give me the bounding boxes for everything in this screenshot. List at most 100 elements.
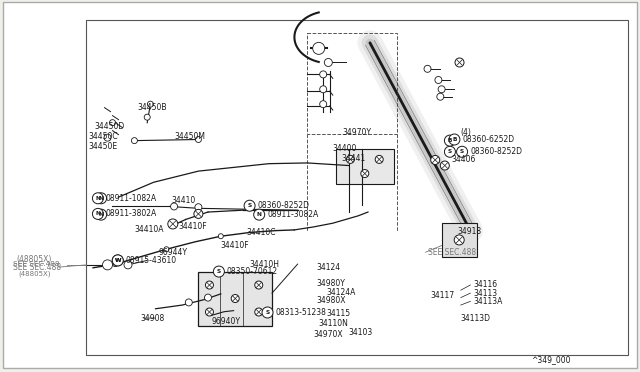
Circle shape [95, 193, 107, 204]
Circle shape [205, 281, 214, 289]
Text: 34113A: 34113A [474, 297, 503, 306]
Circle shape [213, 266, 225, 277]
Text: 34117: 34117 [430, 291, 454, 300]
Text: 34103: 34103 [349, 328, 373, 337]
Text: 34970Y: 34970Y [342, 128, 371, 137]
Text: 08915-43610: 08915-43610 [125, 256, 177, 265]
Circle shape [104, 134, 111, 141]
Circle shape [320, 101, 326, 108]
Text: B: B [448, 138, 452, 143]
Text: 34115: 34115 [326, 309, 351, 318]
Circle shape [244, 200, 255, 211]
Text: 08911-3802A: 08911-3802A [106, 209, 157, 218]
Text: 34124: 34124 [317, 263, 341, 272]
Circle shape [92, 208, 104, 219]
Circle shape [431, 155, 440, 164]
Text: 34406: 34406 [451, 155, 476, 164]
Circle shape [324, 58, 332, 67]
Text: 34450D: 34450D [95, 122, 125, 131]
Text: S: S [248, 203, 252, 208]
Circle shape [253, 209, 265, 220]
Text: S: S [217, 269, 221, 274]
Circle shape [361, 170, 369, 177]
Circle shape [455, 58, 464, 67]
Circle shape [437, 93, 444, 100]
Text: 34450C: 34450C [88, 132, 118, 141]
Text: SEE SEC.488: SEE SEC.488 [13, 261, 60, 267]
Circle shape [313, 42, 324, 54]
Circle shape [255, 308, 263, 316]
Text: SEE SEC.488: SEE SEC.488 [13, 263, 61, 272]
Text: 34113D: 34113D [461, 314, 491, 323]
Bar [198, 272, 272, 326]
Text: N: N [95, 196, 100, 201]
Text: 34980Y: 34980Y [317, 279, 346, 288]
Text: 96940Y: 96940Y [211, 317, 240, 326]
Circle shape [171, 203, 177, 210]
Circle shape [109, 120, 116, 126]
Circle shape [424, 65, 431, 72]
Text: 08313-51238: 08313-51238 [275, 308, 326, 317]
Bar [86, 20, 628, 355]
Circle shape [231, 295, 239, 302]
Text: N: N [99, 196, 104, 201]
Text: ^349_000: ^349_000 [531, 356, 571, 365]
Circle shape [218, 234, 223, 239]
Text: 34450E: 34450E [88, 142, 118, 151]
Circle shape [195, 137, 202, 142]
Circle shape [456, 146, 468, 157]
Text: N: N [99, 212, 104, 217]
Circle shape [144, 114, 150, 120]
Circle shape [113, 262, 118, 267]
Circle shape [440, 161, 449, 170]
Circle shape [112, 255, 124, 266]
Text: 34124A: 34124A [326, 288, 356, 296]
Text: N: N [257, 212, 262, 217]
Text: (48805X): (48805X) [17, 255, 52, 264]
Text: 34113: 34113 [474, 289, 498, 298]
Circle shape [435, 77, 442, 83]
Circle shape [438, 86, 445, 93]
Text: 34410C: 34410C [246, 228, 276, 237]
Circle shape [112, 255, 124, 266]
Circle shape [102, 260, 113, 270]
Circle shape [262, 307, 273, 318]
Circle shape [147, 101, 154, 107]
Circle shape [444, 146, 456, 157]
Text: SEE SEC.488: SEE SEC.488 [428, 248, 476, 257]
Text: 08360-8252D: 08360-8252D [258, 201, 310, 210]
Text: W: W [115, 258, 121, 263]
Text: (4): (4) [461, 128, 472, 137]
Circle shape [164, 247, 169, 252]
Text: S: S [448, 149, 452, 154]
Text: 08350-70612: 08350-70612 [227, 267, 278, 276]
Circle shape [92, 193, 104, 204]
Circle shape [124, 261, 132, 269]
Text: B: B [452, 137, 456, 142]
Text: 08911-1082A: 08911-1082A [106, 194, 157, 203]
Text: 08360-8252D: 08360-8252D [470, 147, 522, 156]
Circle shape [346, 155, 355, 163]
Circle shape [168, 219, 178, 229]
Text: 34450M: 34450M [174, 132, 205, 141]
Text: 34110N: 34110N [319, 319, 349, 328]
Text: 08911-3082A: 08911-3082A [268, 210, 319, 219]
Text: W: W [115, 258, 121, 263]
Circle shape [454, 235, 464, 245]
Circle shape [205, 294, 211, 301]
Circle shape [195, 204, 202, 211]
Circle shape [320, 71, 326, 78]
Text: (48805X): (48805X) [18, 270, 51, 277]
Circle shape [255, 281, 263, 289]
Text: 34410F: 34410F [178, 222, 207, 231]
Text: 34410F: 34410F [221, 241, 250, 250]
Text: 34410: 34410 [172, 196, 196, 205]
Circle shape [186, 299, 192, 306]
Text: S: S [460, 149, 464, 154]
Circle shape [320, 86, 326, 93]
Bar [336, 149, 394, 184]
Circle shape [444, 135, 456, 146]
Circle shape [95, 209, 107, 220]
Circle shape [131, 138, 138, 144]
Text: 96944Y: 96944Y [159, 248, 188, 257]
